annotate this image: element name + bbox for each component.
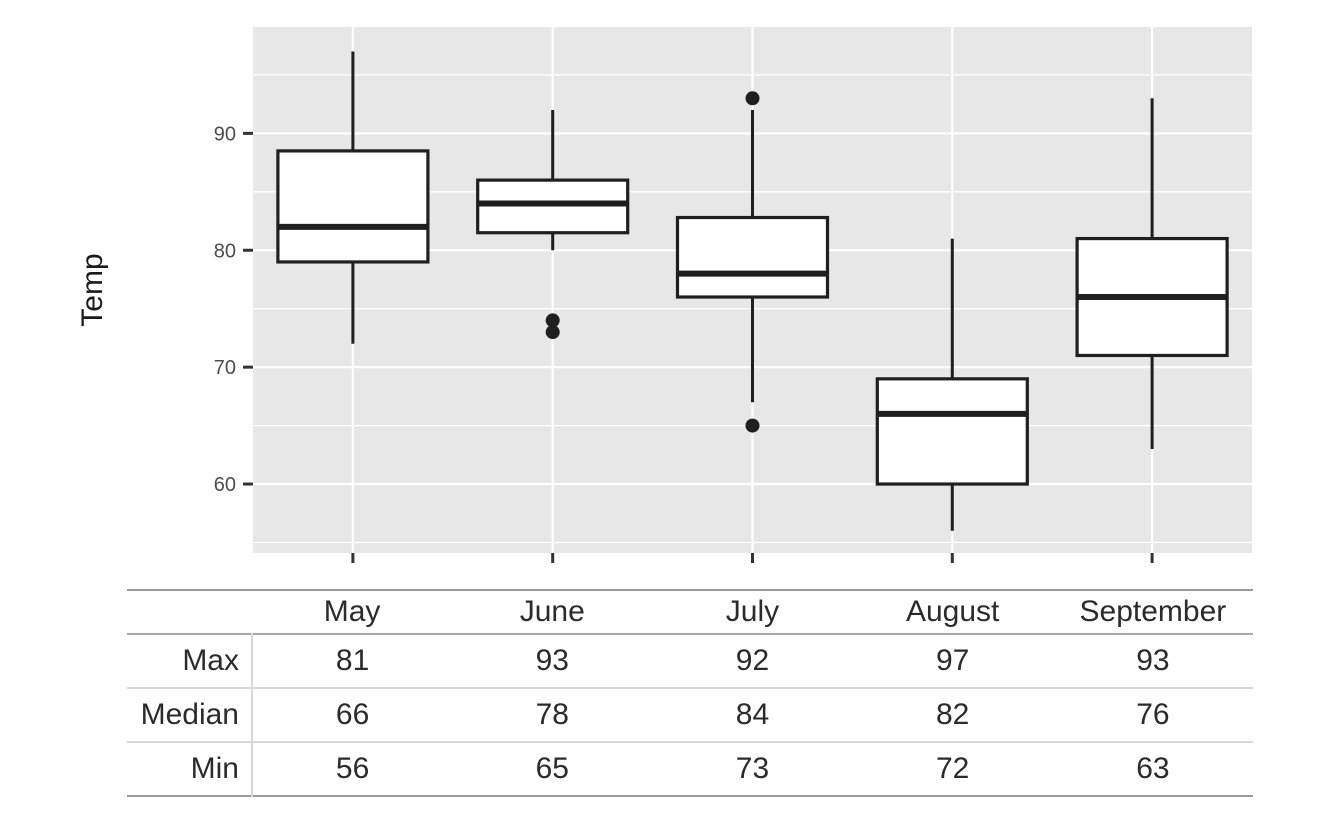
cell-min-july: 73 [735,752,770,785]
table-corner-cell [127,590,252,634]
cell-min-august: 72 [935,752,970,785]
cell-max-july: 92 [735,644,770,677]
boxplot-july [675,91,830,433]
column-header-september: September [1079,595,1227,628]
cell-max-may: 81 [335,644,370,677]
outlier-point [745,418,760,433]
table-row-max: Max 81 93 92 97 93 [127,634,1253,688]
cell-max-june: 93 [535,644,569,677]
boxplot-june [476,109,630,340]
boxplot-may [276,51,430,344]
cell-min-june: 65 [535,752,569,785]
outlier-point [545,313,560,328]
column-header-july: July [725,595,780,628]
cell-median-june: 78 [535,698,569,731]
y-tick-label: 70 [214,357,236,379]
outlier-point [545,325,560,340]
boxplot-september [1075,98,1229,449]
table-header-row: May June July August September [127,590,1253,634]
outlier-point [745,91,760,106]
row-header-median: Median [127,688,253,742]
cell-min-may: 56 [335,752,370,785]
cell-max-august: 97 [935,644,970,677]
cell-median-august: 82 [935,698,970,731]
cell-median-september: 76 [1136,698,1170,731]
summary-table-container: May June July August September Max 81 93… [127,589,1253,797]
boxplot-august [875,238,1029,531]
row-header-max: Max [127,634,253,688]
column-header-august: August [905,595,1000,628]
cell-min-september: 63 [1136,752,1170,785]
y-tick-label: 90 [214,123,236,145]
row-header-min: Min [127,742,253,796]
cell-max-september: 93 [1136,644,1170,677]
iqr-box [675,215,830,299]
cell-median-july: 84 [735,698,770,731]
iqr-box [875,377,1029,486]
summary-table: May June July August September Max 81 93… [127,589,1253,797]
y-tick-label: 60 [214,474,236,496]
boxplot-chart: 60 70 80 90 Temp [76,27,1252,563]
column-header-may: May [323,595,381,628]
table-row-min: Min 56 65 73 72 63 [127,742,1253,796]
table-row-median: Median 66 78 84 82 76 [127,688,1253,742]
y-axis-title: Temp [76,253,109,326]
column-header-june: June [519,595,585,628]
iqr-box [276,149,430,264]
y-tick-label: 80 [214,240,236,262]
cell-median-may: 66 [335,698,370,731]
